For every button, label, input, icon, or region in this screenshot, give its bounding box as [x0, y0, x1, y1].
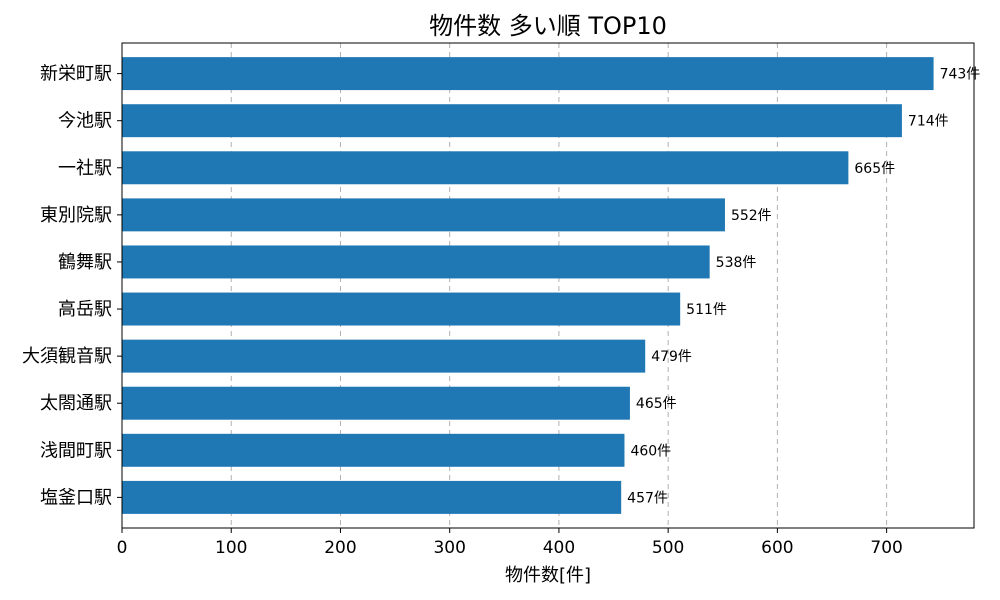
data-label: 457件: [627, 490, 668, 506]
data-label: 552件: [731, 208, 772, 224]
bar: [122, 198, 725, 232]
bar: [122, 151, 849, 185]
bar: [122, 433, 625, 467]
data-label: 665件: [854, 161, 895, 177]
bar: [122, 57, 934, 91]
data-label: 479件: [651, 349, 692, 365]
bar: [122, 339, 646, 373]
y-tick-label: 塩釜口駅: [40, 487, 112, 508]
y-tick-label: 新栄町駅: [40, 64, 112, 85]
data-label: 743件: [940, 67, 981, 83]
bar: [122, 245, 710, 279]
y-tick-label: 太閤通駅: [40, 393, 112, 414]
x-tick-label: 700: [870, 538, 902, 558]
chart-title: 物件数 多い順 TOP10: [429, 12, 667, 40]
data-label: 460件: [630, 443, 671, 459]
x-tick-label: 200: [324, 538, 356, 558]
y-tick-label: 一社駅: [58, 158, 112, 179]
x-axis-label: 物件数[件]: [505, 565, 591, 586]
x-tick-label: 300: [433, 538, 465, 558]
x-tick-label: 400: [543, 538, 575, 558]
x-tick-label: 100: [215, 538, 247, 558]
y-tick-label: 浅間町駅: [40, 440, 112, 461]
x-tick-label: 600: [761, 538, 793, 558]
x-tick-label: 0: [117, 538, 128, 558]
bar: [122, 104, 902, 138]
x-tick-label: 500: [652, 538, 684, 558]
plot-area-frame: [121, 42, 975, 529]
x-axis-ticks: 0 100 200 300 400 500 600 700: [117, 528, 903, 558]
bars: [122, 57, 934, 514]
y-tick-label: 東別院駅: [40, 205, 112, 226]
y-tick-label: 高岳駅: [58, 299, 112, 320]
y-tick-label: 今池駅: [58, 111, 112, 132]
bar: [122, 292, 681, 326]
data-label: 511件: [686, 302, 727, 318]
data-label: 714件: [908, 114, 949, 130]
data-label: 538件: [716, 255, 757, 271]
y-tick-label: 大須観音駅: [22, 346, 112, 367]
data-label: 465件: [636, 396, 677, 412]
bar: [122, 480, 622, 514]
y-tick-label: 鶴舞駅: [58, 252, 112, 273]
bar: [122, 386, 630, 420]
data-labels: 743件 714件 665件 552件 538件 511件 479件 465件 460件 457件: [627, 67, 980, 507]
